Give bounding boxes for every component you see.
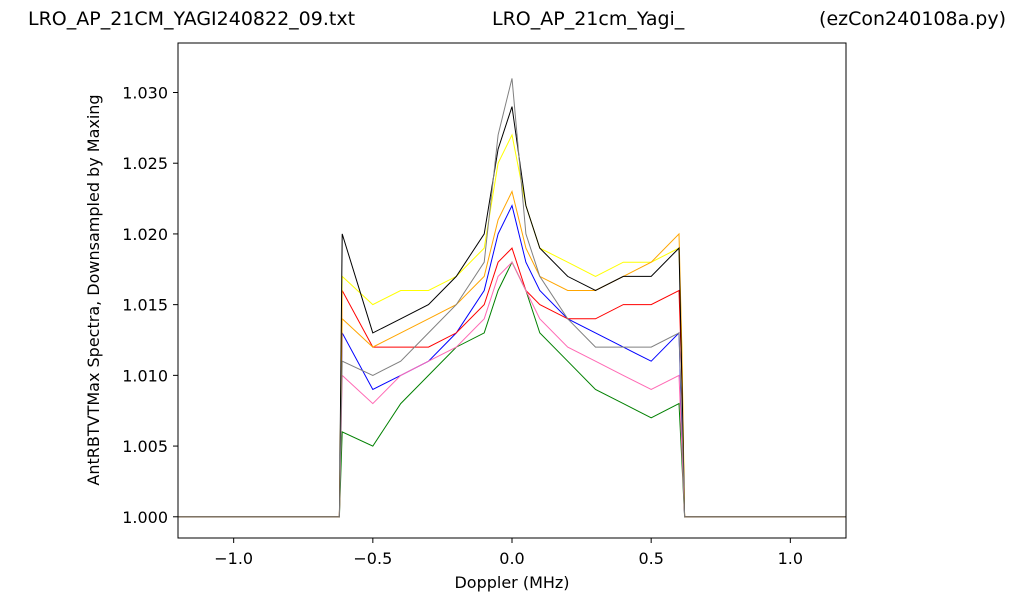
series-line: [178, 261, 846, 518]
y-axis-ticks: 1.000 1.005 1.010 1.015 1.020 1.025 1.030: [122, 84, 178, 527]
plot-frame: [177, 42, 847, 539]
x-axis-label: Doppler (MHz): [454, 573, 569, 592]
series-line: [178, 190, 846, 518]
x-tick-label: 1.0: [778, 549, 803, 568]
series-line: [178, 204, 846, 518]
series-line: [178, 78, 846, 518]
y-tick-label: 1.025: [122, 154, 168, 173]
series-layer: [178, 78, 846, 518]
series-line: [178, 106, 846, 518]
x-tick-label: −1.0: [214, 549, 253, 568]
header-station: LRO_AP_21cm_Yagi_: [492, 8, 685, 30]
y-tick-label: 1.020: [122, 225, 168, 244]
series-line: [178, 261, 846, 518]
x-axis-ticks: −1.0 −0.5 0.0 0.5 1.0: [214, 538, 803, 568]
y-axis-label: AntRBTVTMax Spectra, Downsampled by Maxi…: [84, 94, 103, 485]
series-line: [178, 247, 846, 518]
y-tick-label: 1.010: [122, 366, 168, 385]
header-script: (ezCon240108a.py): [819, 8, 1006, 30]
y-tick-label: 1.005: [122, 437, 168, 456]
header-filename: LRO_AP_21CM_YAGI240822_09.txt: [28, 8, 356, 30]
x-tick-label: −0.5: [353, 549, 392, 568]
series-line: [178, 133, 846, 518]
y-tick-label: 1.000: [122, 508, 168, 527]
y-tick-label: 1.030: [122, 84, 168, 103]
x-tick-label: 0.5: [638, 549, 663, 568]
y-tick-label: 1.015: [122, 296, 168, 315]
x-tick-label: 0.0: [499, 549, 524, 568]
